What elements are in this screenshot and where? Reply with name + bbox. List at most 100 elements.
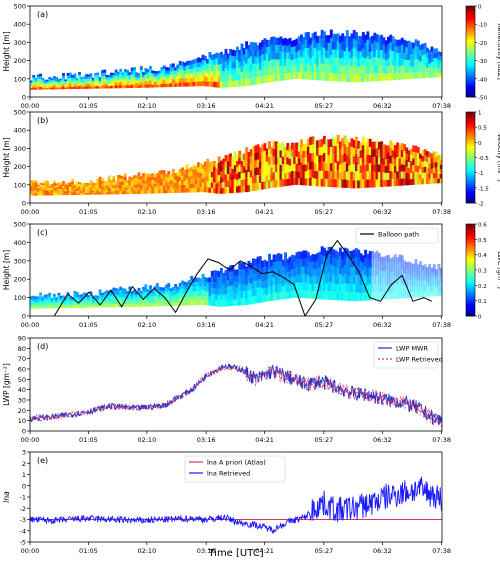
heat-cell [327, 179, 331, 187]
heat-cell [265, 75, 269, 83]
heat-cell [84, 300, 88, 303]
heat-cell [34, 304, 38, 307]
heat-cell [142, 77, 146, 80]
heat-cell [254, 288, 258, 297]
heat-cell [325, 162, 329, 171]
heat-cell [201, 284, 205, 290]
heat-cell [240, 276, 244, 285]
y-tick-label: 30 [18, 397, 26, 405]
heat-cell [405, 147, 409, 154]
heat-cell [254, 160, 258, 168]
heat-cell [208, 69, 212, 76]
heat-cell [371, 267, 374, 276]
heat-cell [169, 63, 173, 68]
heat-cell [412, 54, 416, 61]
colorbar-tick-label: -2 [478, 202, 483, 208]
heat-cell [203, 286, 207, 292]
heat-cell [59, 306, 63, 309]
heat-cell [272, 254, 276, 263]
heat-cell [57, 182, 61, 185]
heat-cell [254, 42, 258, 50]
heat-cell [384, 292, 388, 300]
heat-cell [306, 47, 310, 56]
heat-cell [50, 78, 54, 81]
heat-cell [288, 291, 292, 299]
heat-cell [297, 290, 301, 298]
heat-cell [165, 177, 168, 181]
heat-cell [146, 173, 150, 177]
heat-cell [190, 290, 194, 296]
heat-cell [391, 179, 395, 187]
heat-cell [254, 70, 258, 78]
heat-cell [41, 300, 45, 303]
colorbar-cell [466, 306, 475, 310]
heat-cell [398, 151, 402, 159]
heat-cell [233, 281, 237, 288]
heat-cell [419, 163, 422, 169]
heat-cell [201, 273, 205, 280]
heat-cell [265, 175, 269, 182]
heat-cell [380, 141, 384, 149]
heat-cell [41, 87, 45, 90]
heat-cell [167, 290, 171, 295]
heat-cell [52, 296, 56, 299]
heat-cell [185, 282, 189, 286]
heat-cell [240, 186, 244, 193]
heat-cell [254, 259, 258, 267]
heat-cell [398, 178, 402, 186]
heat-cell [398, 269, 402, 277]
heat-cell [71, 86, 75, 90]
heat-cell [393, 283, 397, 292]
heat-cell [183, 181, 187, 186]
heat-cell [103, 189, 107, 193]
heat-cell [286, 278, 290, 286]
heat-cell [130, 74, 134, 78]
heat-cell [210, 300, 214, 306]
heat-cell [425, 173, 429, 179]
heat-cell [384, 166, 388, 173]
heat-cell [66, 189, 70, 192]
heat-cell [151, 70, 155, 74]
heat-cell [352, 30, 356, 39]
heat-cell [405, 53, 409, 61]
heat-cell [295, 156, 299, 164]
heat-cell [366, 73, 370, 82]
heat-cell [91, 190, 95, 193]
heat-cell [160, 67, 164, 71]
heat-cell [224, 61, 228, 69]
heat-cell [135, 294, 139, 297]
heat-cell [279, 36, 283, 44]
heat-cell [194, 170, 198, 176]
heat-cell [339, 156, 342, 165]
heat-cell [245, 266, 249, 273]
heat-cell [377, 141, 381, 150]
heat-cell [151, 176, 155, 181]
heat-cell [428, 49, 432, 55]
heat-cell [208, 296, 212, 301]
heat-cell [364, 149, 368, 158]
heat-cell [428, 63, 432, 69]
heat-cell [265, 148, 269, 156]
heat-cell [34, 296, 38, 299]
heat-cell [238, 283, 242, 291]
heat-cell [352, 283, 356, 293]
heat-cell [437, 159, 441, 165]
heat-cell [290, 163, 294, 172]
heat-cell [176, 172, 180, 176]
heat-cell [107, 184, 111, 189]
heat-cell [226, 161, 230, 168]
heat-cell [240, 262, 244, 270]
heat-cell [384, 270, 388, 278]
colorbar-cell [466, 51, 475, 55]
heat-cell [277, 150, 281, 158]
heat-cell [215, 64, 219, 71]
heat-cell [309, 284, 313, 292]
heat-cell [144, 284, 148, 289]
series-line-lna-retrieved [30, 476, 442, 534]
heat-cell [199, 172, 203, 178]
heat-cell [116, 82, 120, 86]
heat-cell [32, 188, 36, 191]
heat-cell [261, 181, 265, 190]
heat-cell [84, 190, 88, 193]
heat-cell [286, 73, 290, 80]
